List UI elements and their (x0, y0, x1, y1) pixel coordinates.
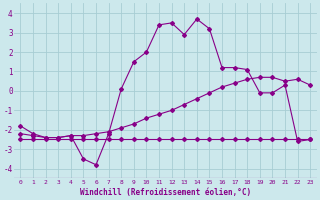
X-axis label: Windchill (Refroidissement éolien,°C): Windchill (Refroidissement éolien,°C) (80, 188, 251, 197)
